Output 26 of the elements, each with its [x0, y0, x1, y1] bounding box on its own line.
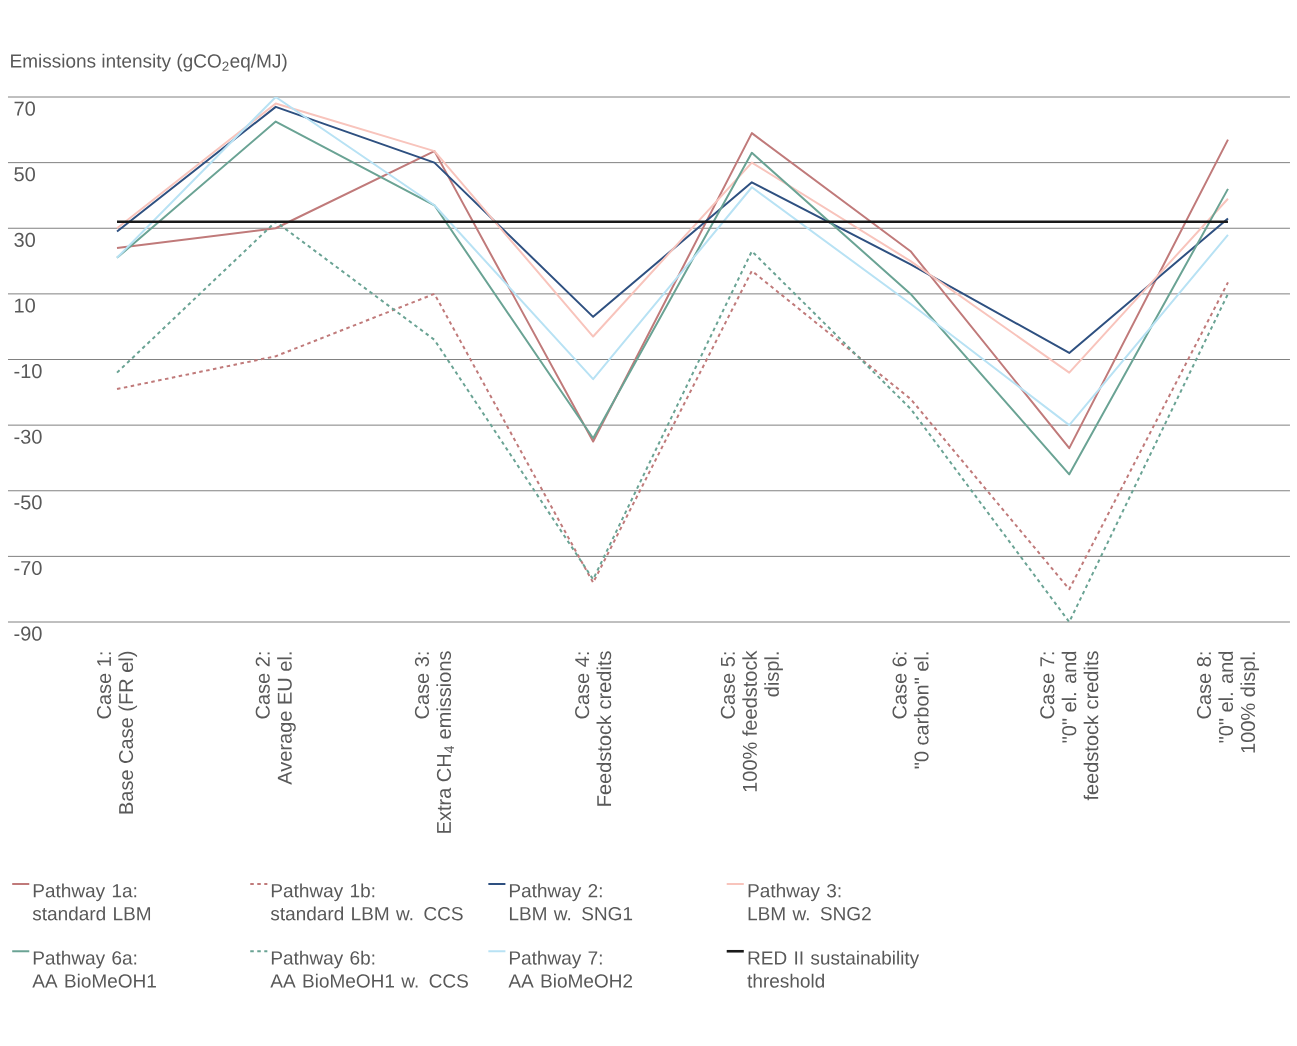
- y-tick-label: -10: [14, 364, 42, 379]
- legend-label: Pathway 6a: AA BioMeOH1: [32, 950, 156, 988]
- legend-label: RED II sustainability threshold: [747, 950, 920, 988]
- legend-label: Pathway 1b: standard LBM w. CCS: [270, 883, 463, 921]
- x-tick-label: Case 7: "0" el. and feedstock credits: [1040, 651, 1099, 801]
- y-tick-label: -30: [14, 429, 42, 444]
- legend-label: Pathway 7: AA BioMeOH2: [508, 950, 633, 988]
- x-tick-label: Case 4: Feedstock credits: [575, 651, 612, 806]
- y-tick-label: 50: [14, 167, 35, 182]
- y-tick-label: -50: [14, 495, 42, 510]
- x-tick-label: Case 1: Base Case (FR el): [96, 651, 138, 814]
- y-tick-label: 10: [15, 298, 35, 313]
- y-tick-label: -90: [14, 626, 42, 641]
- x-tick-label: Case 5: 100% feedstock displ.: [720, 650, 783, 792]
- legend-label: Pathway 2: LBM w. SNG1: [509, 883, 633, 921]
- x-tick-label: Case 2: Average EU el.: [255, 652, 296, 785]
- y-tick-label: 30: [14, 232, 35, 247]
- y-axis-title: Emissions intensity (gCO$_{2}$eq/MJ): [11, 53, 287, 72]
- category-label: Case 3: Extra CH$_{4}$ emissions: [414, 651, 454, 833]
- legend-label: Pathway 3: LBM w. SNG2: [748, 883, 871, 921]
- x-tick-label: Case 6: "0 carbon" el.: [892, 652, 929, 769]
- y-tick-label: -70: [14, 560, 42, 576]
- y-tick-label: 70: [14, 101, 35, 116]
- legend-label: Pathway 6b: AA BioMeOH1 w. CCS: [270, 950, 468, 988]
- x-tick-label: Case 8: "0" el. and 100% displ.: [1196, 651, 1260, 753]
- legend-label: Pathway 1a: standard LBM: [32, 883, 151, 921]
